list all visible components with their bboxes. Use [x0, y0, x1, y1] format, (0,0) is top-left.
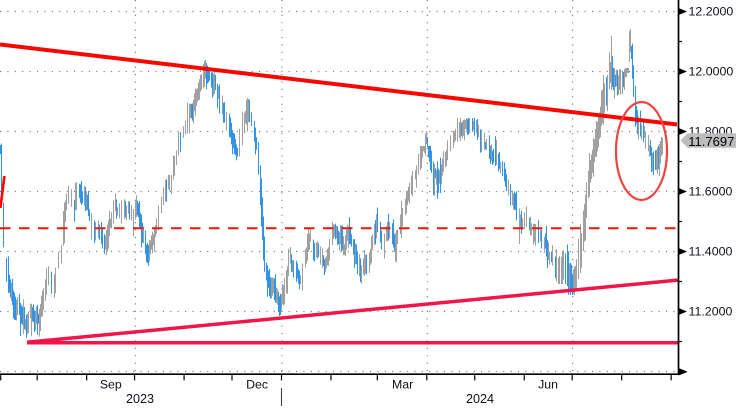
svg-text:Jun: Jun — [538, 377, 558, 391]
svg-text:Dec: Dec — [246, 377, 268, 391]
svg-text:2023: 2023 — [126, 392, 154, 406]
svg-text:Mar: Mar — [392, 377, 413, 391]
svg-text:Sep: Sep — [100, 377, 122, 391]
svg-text:2024: 2024 — [466, 392, 494, 406]
svg-text:11.6000: 11.6000 — [689, 185, 733, 199]
svg-text:11.7697: 11.7697 — [688, 134, 734, 149]
svg-text:12.2000: 12.2000 — [689, 5, 734, 19]
svg-text:11.2000: 11.2000 — [689, 305, 733, 319]
svg-text:11.4000: 11.4000 — [689, 245, 733, 259]
svg-text:12.0000: 12.0000 — [689, 65, 734, 79]
